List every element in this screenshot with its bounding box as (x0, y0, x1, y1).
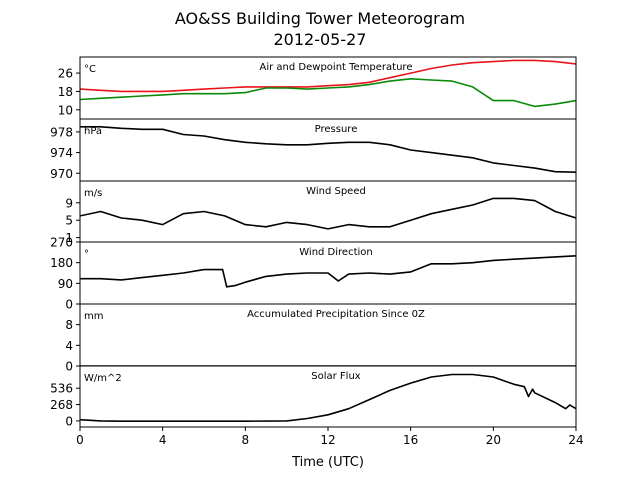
solar-series-0-line (80, 373, 576, 423)
precip-ytick-label: 8 (65, 318, 73, 332)
temperature-ytick-label: 18 (58, 85, 73, 99)
temperature-ytick-label: 26 (58, 67, 73, 81)
precip-ytick-label: 4 (65, 339, 73, 353)
temperature-unit-label: °C (84, 64, 96, 75)
figure-title: AO&SS Building Tower Meteorogram (175, 9, 465, 28)
panel-pressure: 970 974 978 Pressure hPa (50, 118, 577, 182)
wind_direction-unit-label: ° (84, 249, 89, 260)
wind_direction-ytick-label: 90 (58, 277, 73, 291)
temperature-series-1-line (80, 78, 576, 108)
pressure-panel-title: Pressure (315, 124, 358, 135)
precip-panel-title: Accumulated Precipitation Since 0Z (247, 309, 425, 320)
x-axis-label: Time (UTC) (291, 455, 364, 470)
wind_direction-series-0-line (80, 255, 576, 288)
wind_speed-panel-title: Wind Speed (306, 186, 366, 197)
precip-ytick-label: 0 (65, 360, 73, 374)
wind_direction-ytick-label: 270 (50, 236, 73, 250)
solar-ytick-label: 0 (65, 414, 73, 428)
pressure-ytick-label: 974 (50, 146, 73, 160)
solar-panel-title: Solar Flux (311, 371, 361, 382)
xtick-label: 8 (242, 433, 250, 447)
wind_direction-ytick-label: 0 (65, 298, 73, 312)
wind_speed-ytick-label: 5 (65, 214, 73, 228)
panel-temperature: 10 18 26 Air and Dewpoint Temperature °C (58, 56, 577, 120)
xtick-label: 4 (159, 433, 167, 447)
wind_speed-series-0-line (80, 197, 576, 230)
panel-wind_speed: 1 5 9 Wind Speed m/s (65, 180, 577, 245)
wind_speed-unit-label: m/s (84, 188, 102, 199)
solar-unit-label: W/m^2 (84, 373, 122, 384)
xtick-label: 12 (320, 433, 335, 447)
panel-solar: 0 268 536 Solar Flux W/m^2 (50, 365, 577, 428)
temperature-series-0-line (80, 59, 576, 93)
xtick-label: 0 (76, 433, 84, 447)
wind_direction-panel-title: Wind Direction (299, 247, 373, 258)
temperature-ytick-label: 10 (58, 103, 73, 117)
wind_speed-ytick-label: 9 (65, 196, 73, 210)
panel-precip: 0 4 8 Accumulated Precipitation Since 0Z mm (65, 303, 577, 374)
xtick-label: 16 (403, 433, 418, 447)
xtick-label: 20 (486, 433, 501, 447)
precip-unit-label: mm (84, 311, 103, 322)
solar-ytick-label: 536 (50, 382, 73, 396)
panel-wind_direction: 0 90 180 270 Wind Direction ° (50, 236, 577, 312)
figure-subtitle: 2012-05-27 (274, 30, 367, 49)
solar-ytick-label: 268 (50, 398, 73, 412)
xtick-label: 24 (568, 433, 583, 447)
pressure-ytick-label: 978 (50, 125, 73, 139)
wind_speed-ytick-label: 1 (65, 231, 73, 245)
temperature-panel-title: Air and Dewpoint Temperature (260, 62, 413, 73)
pressure-series-0-line (80, 126, 576, 173)
pressure-unit-label: hPa (84, 126, 102, 137)
wind_direction-ytick-label: 180 (50, 256, 73, 270)
pressure-ytick-label: 970 (50, 167, 73, 181)
